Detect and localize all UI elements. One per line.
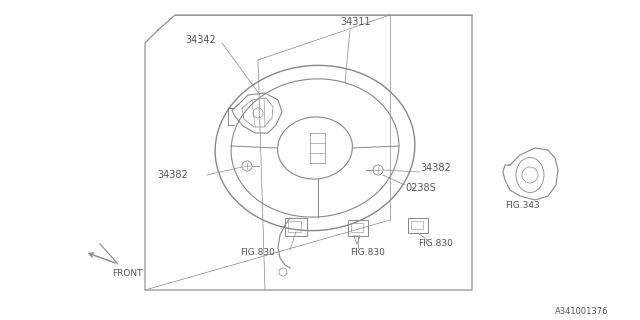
Text: 0238S: 0238S (405, 183, 436, 193)
Bar (411, 221, 423, 229)
Bar (351, 223, 363, 232)
Text: 34382: 34382 (420, 163, 451, 173)
Bar (285, 218, 307, 236)
Text: FIG.830: FIG.830 (418, 238, 453, 247)
Text: A341001376: A341001376 (555, 308, 609, 316)
Bar (348, 220, 368, 236)
Text: 34311: 34311 (340, 17, 371, 27)
Text: FIG.830: FIG.830 (240, 247, 275, 257)
Text: 34382: 34382 (157, 170, 188, 180)
Text: FIG.830: FIG.830 (350, 247, 385, 257)
Bar (288, 221, 301, 232)
Bar (408, 218, 428, 233)
Text: FIG.343: FIG.343 (505, 201, 540, 210)
Text: 34342: 34342 (185, 35, 216, 45)
Text: FRONT: FRONT (112, 268, 143, 277)
